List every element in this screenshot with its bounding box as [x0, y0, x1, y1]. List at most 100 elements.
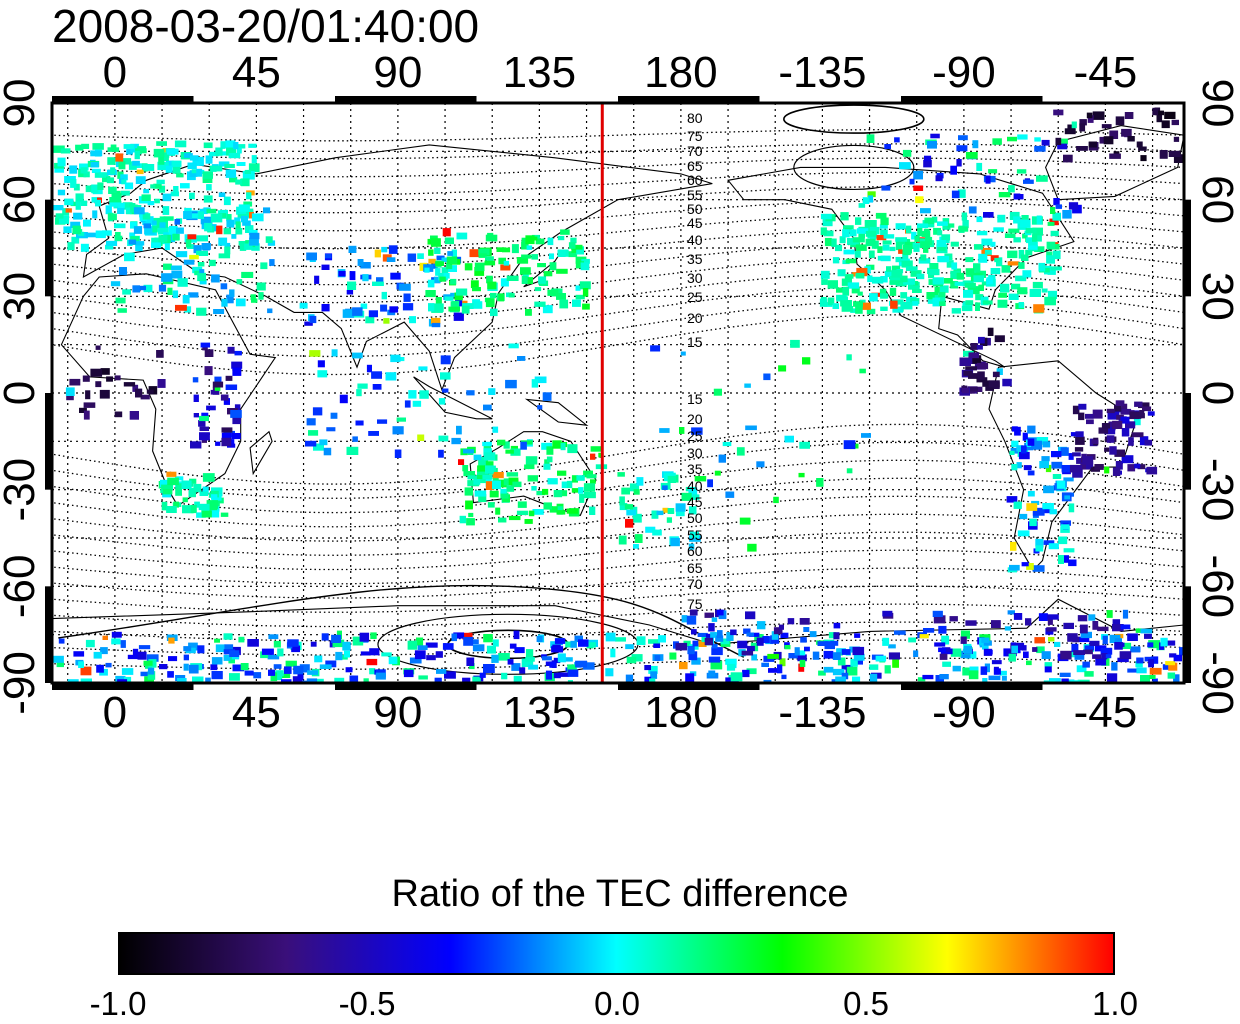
- tec-cell: [451, 249, 457, 257]
- tec-cell: [960, 650, 971, 659]
- tec-cell: [500, 264, 511, 271]
- tec-cell: [1173, 136, 1180, 142]
- tec-cell: [1121, 428, 1130, 437]
- tec-cell: [568, 251, 578, 258]
- tec-cell: [999, 670, 1007, 676]
- contour-label: 20: [687, 411, 703, 427]
- tec-cell: [905, 266, 918, 271]
- tec-cell: [251, 155, 257, 164]
- tec-cell: [800, 637, 807, 643]
- tec-cell: [1046, 241, 1056, 249]
- tec-cell: [72, 225, 81, 235]
- tec-cell: [939, 653, 948, 660]
- tec-cell: [75, 201, 81, 210]
- tec-cell: [542, 392, 552, 401]
- tec-cell: [967, 286, 980, 295]
- tec-cell: [213, 309, 225, 314]
- right-lat-tick-label: -60: [1193, 555, 1240, 619]
- tec-cell: [1025, 237, 1036, 244]
- tec-cell: [557, 249, 566, 257]
- tec-cell: [1067, 633, 1078, 642]
- tec-cell: [802, 357, 811, 365]
- tec-cell: [1027, 470, 1035, 476]
- tec-cell: [1038, 613, 1048, 621]
- tec-cell: [959, 357, 971, 366]
- tec-cell: [1001, 265, 1011, 273]
- tec-cell: [941, 635, 950, 645]
- tec-cell: [1112, 619, 1121, 625]
- top-lon-tick-labels: 0 45 90 135 180 -135 -90 -45: [103, 48, 1138, 97]
- tec-cell: [383, 318, 390, 324]
- tec-cell: [64, 176, 76, 183]
- tec-cell: [1152, 107, 1159, 116]
- tec-cell: [578, 487, 584, 494]
- tec-cell: [498, 293, 505, 302]
- tec-cell: [917, 227, 923, 237]
- tec-cell: [890, 300, 898, 309]
- tec-cell: [93, 651, 102, 659]
- tec-cell: [1051, 451, 1062, 458]
- tec-cell: [882, 244, 890, 251]
- tec-cell: [984, 663, 990, 673]
- tec-cell: [197, 262, 205, 267]
- tec-cell: [500, 278, 509, 287]
- tec-cell: [1167, 672, 1176, 679]
- tec-cell: [1086, 460, 1094, 470]
- tec-cell: [1147, 411, 1155, 416]
- tec-cell: [867, 191, 876, 198]
- contour-label: 35: [687, 251, 703, 267]
- tec-cell: [579, 281, 591, 290]
- tec-cell: [492, 426, 499, 433]
- tec-cell: [844, 274, 854, 279]
- tec-cell: [781, 674, 787, 680]
- tec-cell: [349, 271, 356, 281]
- tec-cell: [583, 662, 595, 670]
- tec-cell: [482, 441, 492, 447]
- bottom-lon-tick-label: 135: [503, 688, 576, 737]
- tec-cell: [193, 245, 202, 254]
- contour-line: [52, 314, 1184, 376]
- tec-cell: [485, 298, 495, 308]
- tec-cell: [386, 257, 396, 262]
- tec-cell: [964, 282, 976, 288]
- colorbar-tick-label: -0.5: [338, 985, 396, 1022]
- tec-cell: [691, 657, 701, 665]
- tec-cell: [974, 244, 983, 250]
- tec-cell: [127, 654, 138, 660]
- tec-cell: [1104, 427, 1116, 435]
- contour-label: 75: [687, 596, 703, 612]
- tec-cell: [166, 148, 179, 155]
- tec-cell: [667, 508, 675, 514]
- tec-cell: [902, 149, 912, 157]
- tec-cell: [901, 260, 913, 268]
- tec-cell: [567, 444, 578, 454]
- tec-cell: [1076, 457, 1084, 464]
- tec-cell: [519, 667, 526, 674]
- tec-cell: [321, 633, 329, 641]
- tec-cell: [171, 265, 182, 271]
- tec-cell: [1061, 465, 1071, 473]
- tec-cell: [987, 327, 994, 336]
- tec-cell: [1077, 615, 1088, 622]
- tec-cell: [426, 655, 436, 661]
- tec-cell: [368, 310, 378, 318]
- tec-cell: [142, 164, 155, 171]
- tec-cell: [130, 143, 139, 153]
- tec-cell: [1050, 266, 1062, 271]
- tec-cell: [1016, 169, 1027, 174]
- tec-cell: [331, 634, 342, 643]
- tec-cell: [505, 449, 514, 454]
- tec-cell: [172, 290, 179, 299]
- contour-label: 70: [687, 576, 703, 592]
- tec-cell: [722, 441, 732, 447]
- tec-cell: [233, 142, 239, 150]
- tec-cell: [223, 398, 230, 405]
- tec-cell: [132, 648, 139, 657]
- contour-line: [52, 603, 1184, 628]
- tec-cell: [910, 270, 922, 277]
- tec-cell: [831, 238, 837, 247]
- tec-cell: [626, 656, 637, 664]
- tec-cell: [214, 376, 222, 385]
- tec-cell: [485, 465, 494, 474]
- tec-cell: [146, 654, 159, 662]
